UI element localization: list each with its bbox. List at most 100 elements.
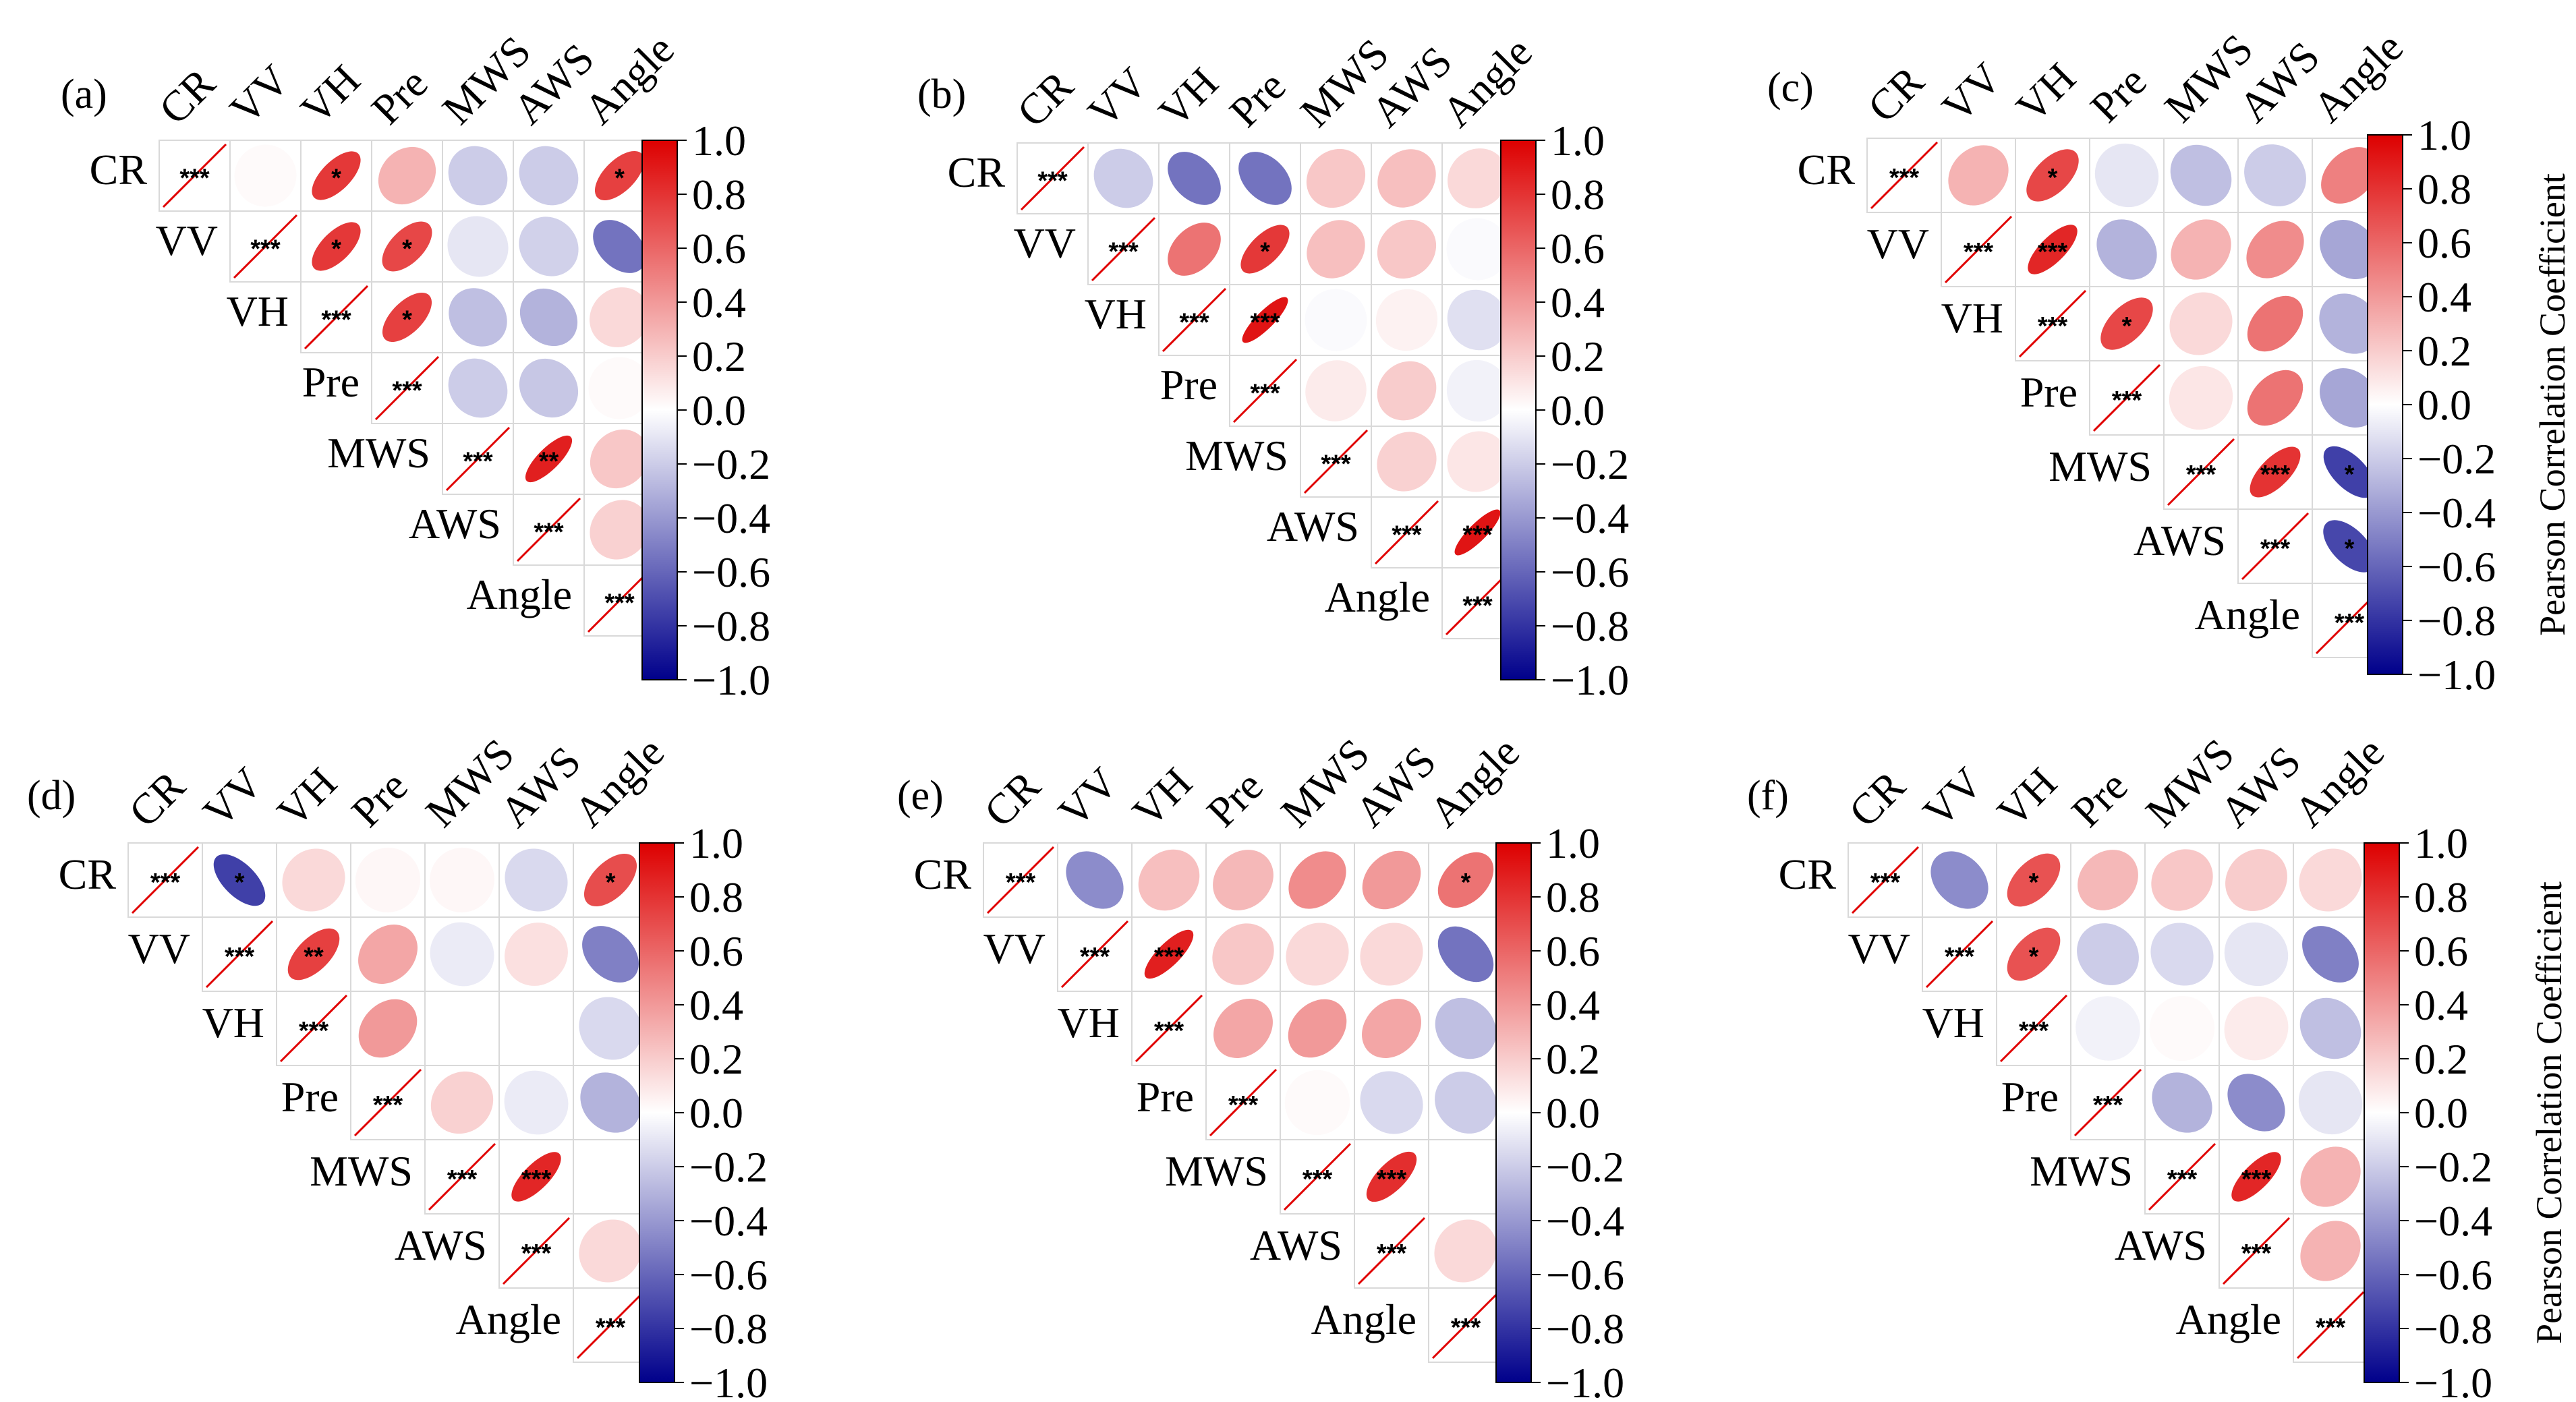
correlation-ellipse xyxy=(1433,1144,1499,1210)
correlation-ellipse xyxy=(2169,366,2233,430)
column-label-angle: Angle xyxy=(2303,23,2412,132)
colorbar xyxy=(2364,842,2400,1383)
column-label-vv: VV xyxy=(1049,758,1127,836)
colorbar-tick-label: 0.0 xyxy=(1551,386,1605,434)
colorbar-tick-label: −0.8 xyxy=(1551,602,1629,650)
row-label-vh: VH xyxy=(202,999,264,1047)
row-label-pre: Pre xyxy=(1137,1073,1194,1121)
column-label-mws: MWS xyxy=(1271,730,1378,836)
diagonal-line xyxy=(2241,512,2310,581)
diagonal-line xyxy=(131,846,200,914)
correlation-ellipse xyxy=(2250,446,2301,498)
colorbar-tick-label: 0.0 xyxy=(692,386,746,434)
correlation-ellipse xyxy=(2244,144,2306,206)
row-label-angle: Angle xyxy=(2176,1295,2281,1343)
colorbar-tick-label: 0.0 xyxy=(2414,1089,2468,1137)
correlation-ellipse xyxy=(1288,999,1347,1058)
correlation-ellipse xyxy=(2169,292,2233,355)
correlation-ellipse xyxy=(2231,1152,2281,1202)
significance-label: *** xyxy=(596,1314,626,1342)
colorbar-tick-label: −0.4 xyxy=(1546,1197,1624,1245)
colorbar-tick-label: −0.8 xyxy=(2414,1305,2492,1353)
row-label-pre: Pre xyxy=(2001,1073,2059,1121)
significance-label: *** xyxy=(1870,869,1901,897)
column-label-cr: CR xyxy=(1008,61,1083,136)
colorbar-tick-label: 0.0 xyxy=(1546,1089,1600,1137)
correlation-ellipse xyxy=(1454,509,1501,556)
row-label-mws: MWS xyxy=(1165,1147,1268,1195)
diagonal-line xyxy=(1374,500,1439,565)
significance-label: *** xyxy=(1377,1165,1407,1194)
significance-label: *** xyxy=(1037,167,1068,196)
correlation-ellipse xyxy=(2151,849,2213,911)
significance-label: *** xyxy=(1321,450,1351,479)
column-label-vv: VV xyxy=(1933,53,2011,132)
colorbar-tick-label: −0.4 xyxy=(689,1197,768,1245)
significance-label: *** xyxy=(321,306,351,334)
significance-label: *** xyxy=(225,943,255,971)
diagonal-line xyxy=(1944,215,2013,284)
significance-label: *** xyxy=(2038,312,2068,341)
significance-label: * xyxy=(402,306,412,334)
correlation-ellipse xyxy=(447,216,509,277)
correlation-ellipse xyxy=(525,435,573,483)
diagonal-line xyxy=(1091,216,1156,282)
correlation-ellipse xyxy=(2323,520,2376,573)
correlation-ellipse xyxy=(382,292,432,343)
colorbar xyxy=(639,842,675,1383)
colorbar-title: Pearson Correlation Coefficient xyxy=(2529,881,2569,1344)
correlation-ellipse xyxy=(2320,220,2379,279)
colorbar-tick-label: 1.0 xyxy=(692,117,746,165)
correlation-ellipse xyxy=(1447,289,1508,351)
row-label-vv: VV xyxy=(156,216,218,264)
panel-label: (f) xyxy=(1747,773,1789,819)
significance-label: *** xyxy=(250,235,281,264)
significance-label: *** xyxy=(2316,1314,2346,1342)
row-label-mws: MWS xyxy=(310,1147,413,1195)
correlation-ellipse xyxy=(1305,360,1367,421)
diagonal-line xyxy=(1209,1068,1278,1137)
correlation-ellipse xyxy=(355,847,421,913)
significance-label: * xyxy=(2029,943,2039,971)
significance-label: ** xyxy=(539,448,559,476)
correlation-ellipse xyxy=(2323,446,2376,498)
colorbar-tick-label: 1.0 xyxy=(689,819,743,867)
diagonal-line xyxy=(2018,289,2087,358)
diagonal-line xyxy=(1060,920,1129,989)
colorbar-tick-label: −0.4 xyxy=(1551,494,1629,542)
significance-label: *** xyxy=(1392,521,1422,550)
correlation-ellipse xyxy=(287,928,340,981)
significance-label: *** xyxy=(1462,592,1493,620)
correlation-ellipse xyxy=(2302,926,2359,983)
colorbar-tick-label: 0.8 xyxy=(2417,165,2471,213)
diagonal-line xyxy=(205,920,274,989)
diagonal-line xyxy=(304,285,369,350)
correlation-ellipse xyxy=(1377,149,1436,208)
colorbar-tick-label: 0.6 xyxy=(689,927,743,975)
colorbar-tick-label: 0.2 xyxy=(2417,327,2471,375)
diagonal-line xyxy=(2167,438,2235,506)
panel-label: (c) xyxy=(1767,65,1814,111)
row-label-aws: AWS xyxy=(1250,1221,1342,1269)
correlation-ellipse xyxy=(2100,297,2153,350)
colorbar-tick-label: 0.6 xyxy=(1551,225,1605,272)
diagonal-line xyxy=(162,143,227,208)
significance-label: *** xyxy=(2335,609,2365,637)
panel-label: (b) xyxy=(917,71,966,117)
correlation-ellipse xyxy=(505,848,568,912)
diagonal-line xyxy=(1999,994,2068,1063)
colorbar xyxy=(1500,140,1537,680)
correlation-ellipse xyxy=(593,220,646,273)
diagonal-line xyxy=(2296,1291,2365,1360)
column-label-pre: Pre xyxy=(2081,57,2156,132)
correlation-ellipse xyxy=(2225,849,2287,911)
significance-label: *** xyxy=(1250,309,1280,337)
colorbar-tick-label: 0.8 xyxy=(2414,873,2468,921)
diagonal-line xyxy=(2073,1068,2142,1137)
correlation-ellipse xyxy=(1437,852,1494,908)
column-label-pre: Pre xyxy=(1197,761,1272,836)
correlation-ellipse xyxy=(2078,850,2138,910)
column-label-mws: MWS xyxy=(2136,730,2243,836)
